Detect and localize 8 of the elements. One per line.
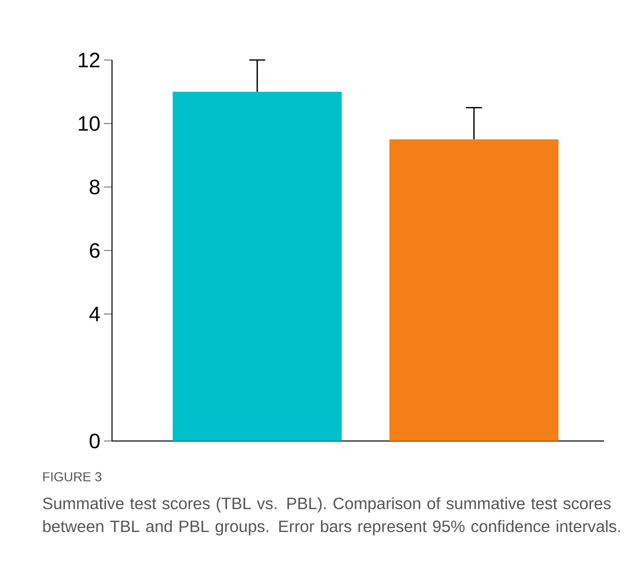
y-tick-label: 6 <box>90 243 100 258</box>
y-tick-label: 4 <box>89 306 100 322</box>
y-tick-label: 10 <box>78 116 100 131</box>
text: Summative test scores (TBL vs. PBL). Comparison of summative test scores between TBL and PBL groups. Error bars represent 95% confidence intervals. <box>42 497 620 536</box>
text: FIGURE 3 <box>43 472 102 482</box>
y-tick-label: 8 <box>90 180 100 194</box>
y-tick-label: 0 <box>90 434 100 448</box>
y-tick-label: 12 <box>78 52 100 68</box>
